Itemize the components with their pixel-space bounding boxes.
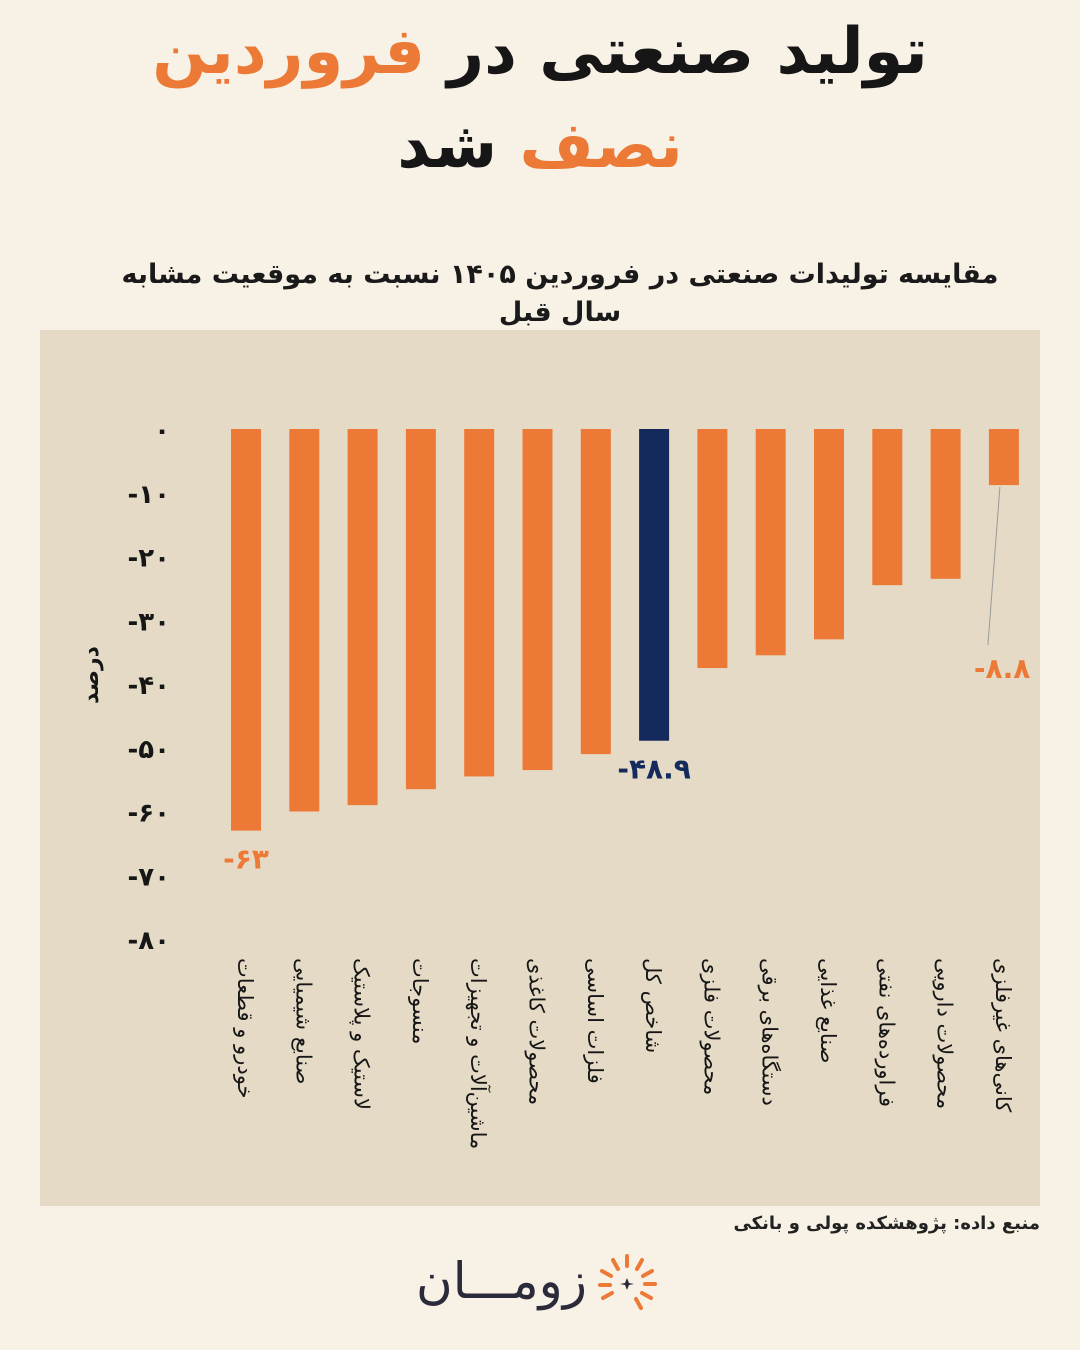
y-tick-label: -۶۰ (127, 799, 170, 829)
bar (347, 429, 378, 806)
title-highlight: فروردین (152, 15, 426, 89)
y-tick-label: -۳۰ (127, 607, 170, 637)
chart-panel: ۰ -۱۰ -۲۰ -۳۰ -۴۰ -۵۰ -۶۰ -۷۰ -۸۰ درصد خودرو و قطع… (40, 330, 1040, 1206)
x-category-label: فراورده‌های نفتی (874, 958, 898, 1107)
data-label: -۸.۸ (974, 652, 1030, 685)
bar (930, 429, 961, 579)
x-category-label: محصولات فلزی (699, 958, 723, 1095)
x-category-label: ماشین‌آلات و تجهیزات (466, 958, 491, 1149)
title-line1: تولید صنعتی در فروردین (0, 12, 1080, 92)
title-text: تولید صنعتی در (447, 15, 928, 89)
logo-text: زومـــان (416, 1252, 587, 1310)
bar (755, 429, 786, 656)
x-category-label: صنایع شیمیایی (291, 958, 315, 1084)
x-category-label: کانی‌های غیرفلزی (991, 958, 1015, 1112)
y-tick-label: ۰ (154, 416, 170, 446)
bar (697, 429, 728, 669)
y-tick-label: -۴۰ (127, 671, 170, 701)
y-tick-label: -۵۰ (127, 735, 170, 765)
bar (289, 429, 320, 812)
bar (405, 429, 436, 790)
bar (872, 429, 903, 586)
y-tick-label: -۷۰ (127, 862, 170, 892)
bar (988, 429, 1019, 486)
x-category-label: منسوجات (408, 958, 432, 1044)
x-category-label: صنایع غذایی (816, 958, 840, 1063)
x-category-label: شاخص کل (641, 958, 665, 1053)
bar (639, 429, 670, 741)
source-note: منبع داده: پژوهشکده پولی و بانکی (733, 1213, 1040, 1234)
x-category-label: لاستیک و پلاستیک (350, 958, 374, 1110)
y-tick-label: -۸۰ (127, 926, 170, 956)
bar (580, 429, 611, 755)
bar (522, 429, 553, 771)
y-tick-label: -۱۰ (127, 480, 170, 510)
data-label: -۶۳ (223, 843, 269, 876)
bar (814, 429, 844, 640)
chart-title: مقایسه تولیدات صنعتی در فروردین ۱۴۰۵ نسب… (121, 259, 999, 328)
x-category-label: فلزات اساسی (583, 958, 607, 1084)
x-category-label: خودرو و قطعات (233, 958, 257, 1099)
x-category-label: محصولات کاغذی (525, 958, 549, 1105)
data-label: -۴۸.۹ (617, 753, 691, 786)
x-category-label: محصولات دارویی (933, 958, 957, 1109)
bar (464, 429, 495, 777)
sunburst-logo-icon (598, 1254, 657, 1310)
y-axis-label: درصد (79, 646, 104, 704)
data-label-leader (987, 487, 1001, 646)
title-line2: نصف شد (0, 106, 1080, 186)
bar-chart: ۰ -۱۰ -۲۰ -۳۰ -۴۰ -۵۰ -۶۰ -۷۰ -۸۰ درصد خودرو و قطع… (79, 416, 1030, 1149)
title-text-2: شد (397, 109, 498, 183)
x-category-label: دستگاه‌های برقی (758, 958, 782, 1106)
title-highlight-2: نصف (519, 109, 683, 183)
y-tick-label: -۲۰ (127, 544, 170, 574)
bar (231, 429, 261, 831)
